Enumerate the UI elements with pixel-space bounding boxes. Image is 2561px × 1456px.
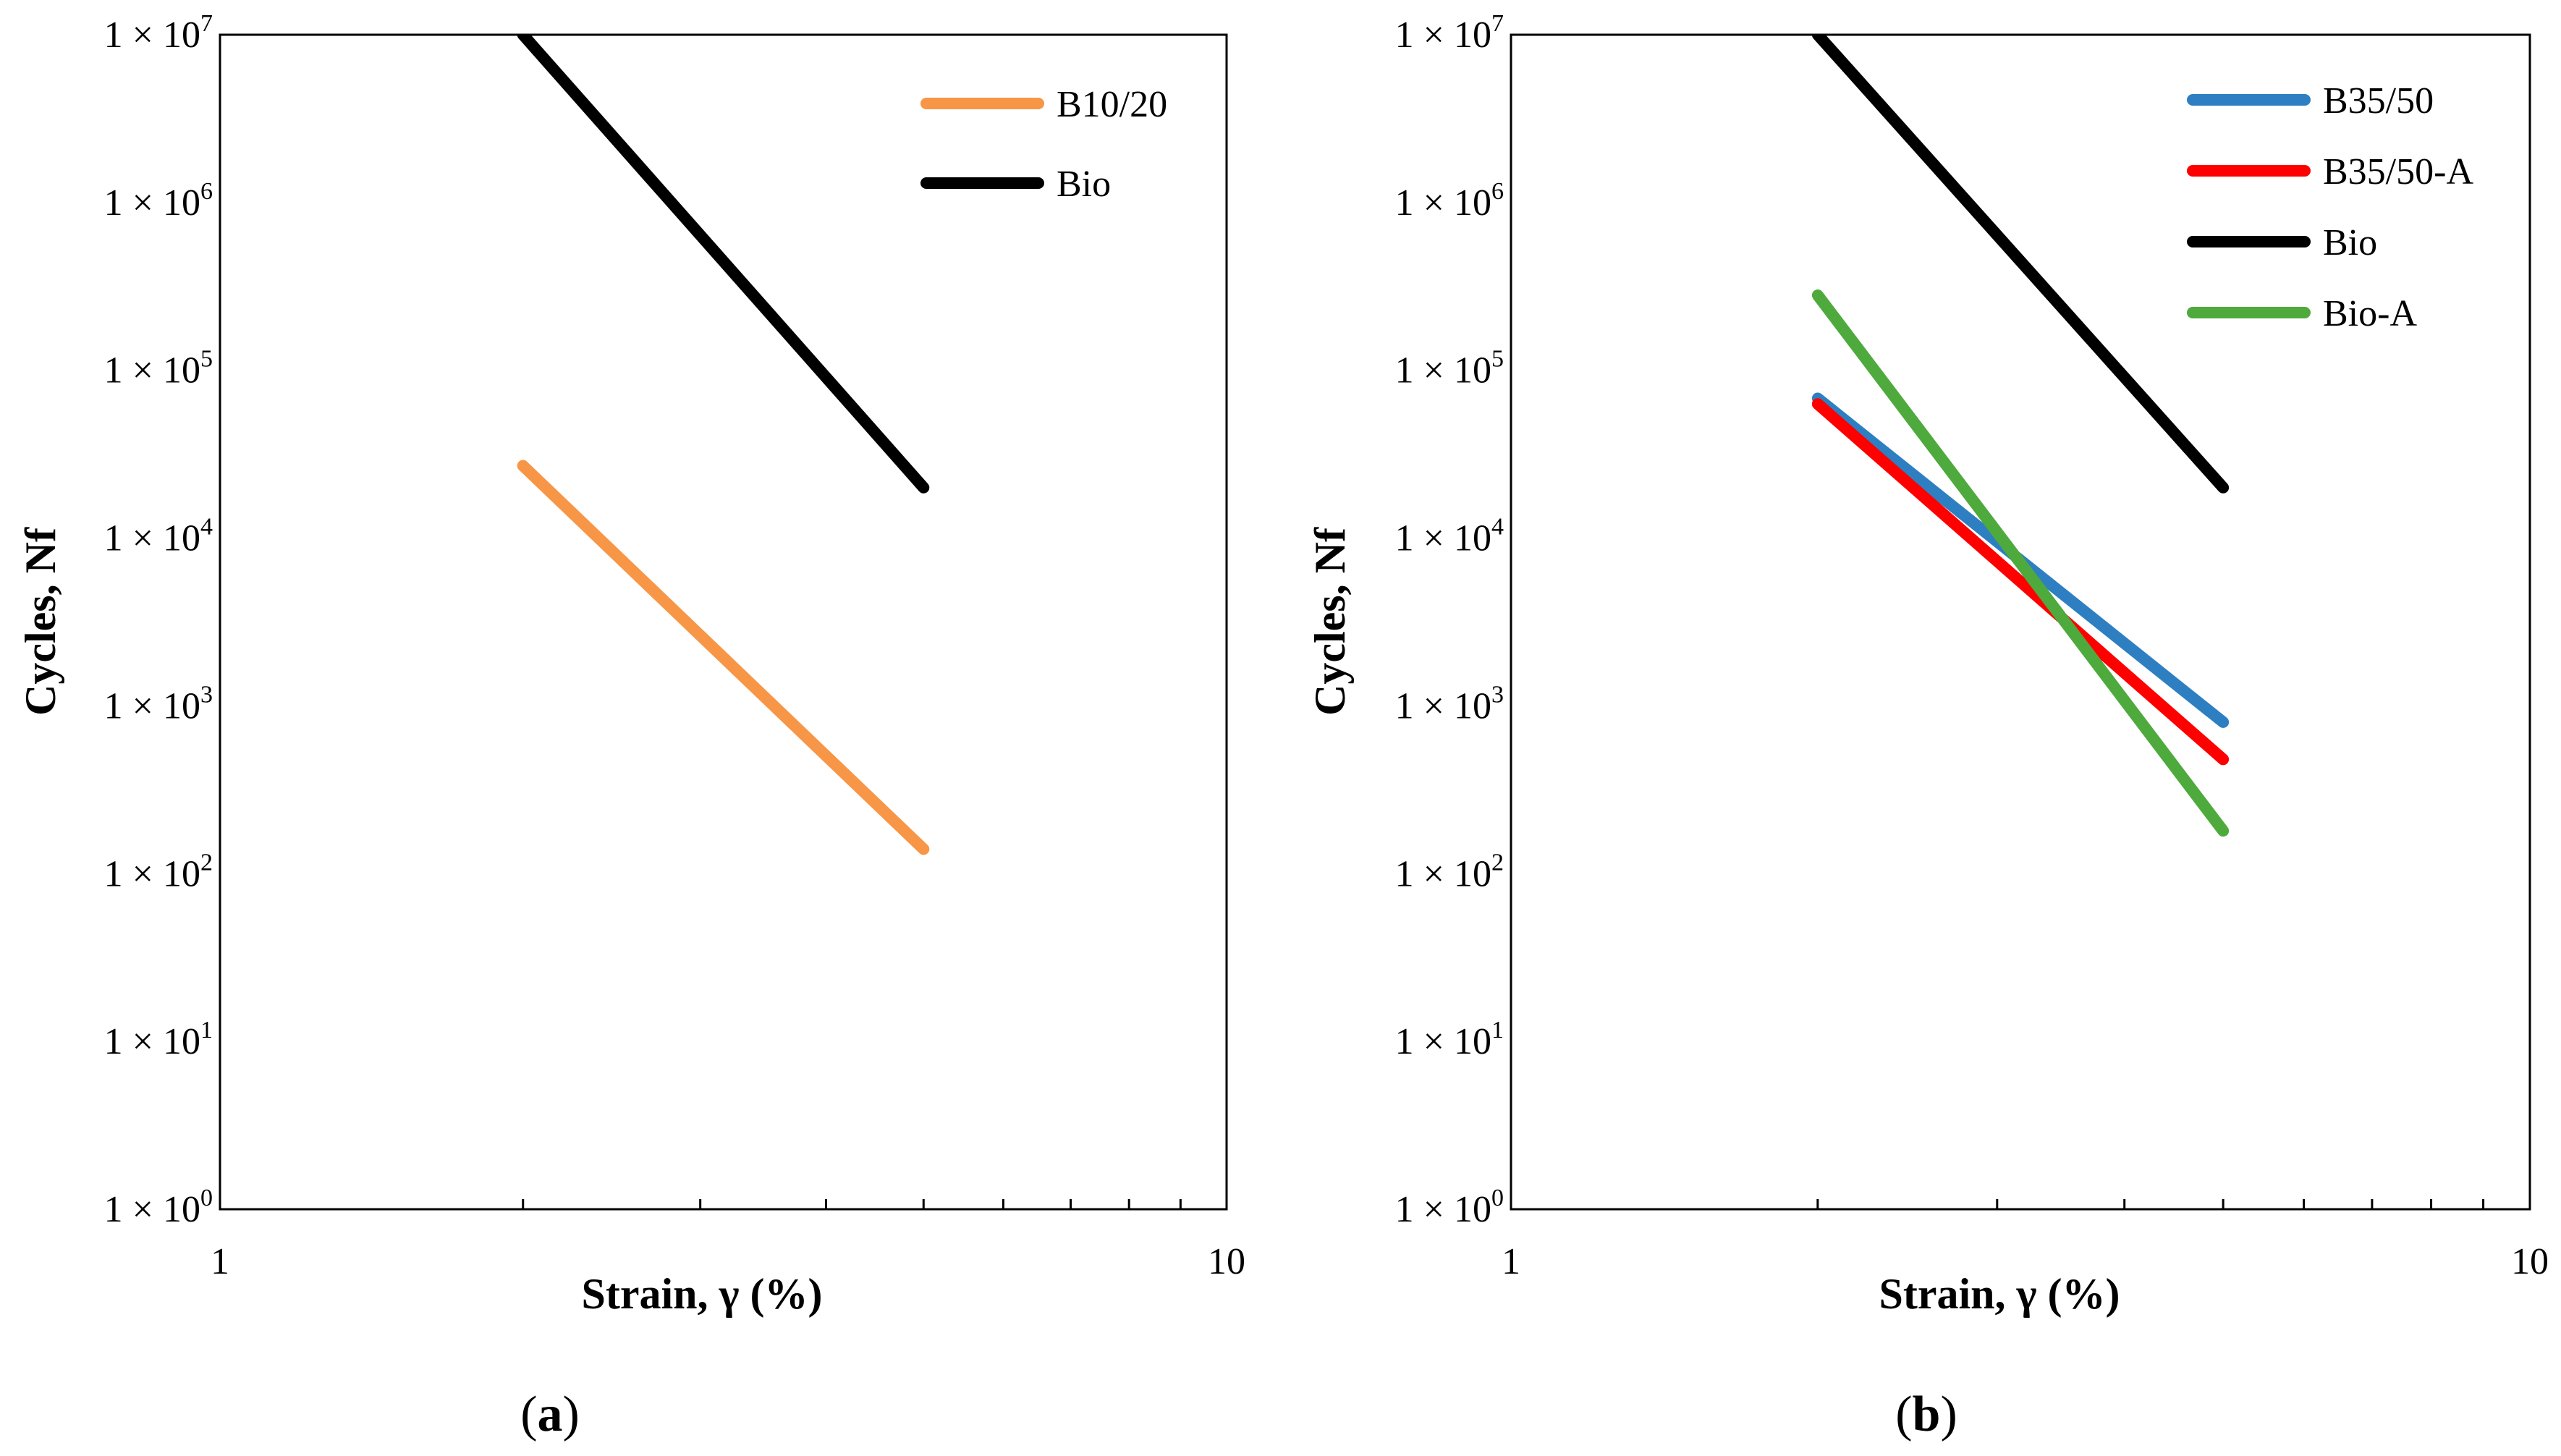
- y-tick-label: 1 × 105: [104, 346, 213, 391]
- x-axis-title: Strain, γ (%): [581, 1270, 822, 1318]
- series-line-b10-20: [517, 460, 930, 855]
- plot-area-frame: [219, 33, 1228, 1211]
- panel-label-b: (b): [1895, 1387, 1957, 1442]
- y-tick-label: 1 × 101: [1395, 1017, 1504, 1062]
- chart-panel-a: 1 × 100 1 × 101 1 × 102 1 × 103 1 × 104 1 × 1…: [17, 10, 1245, 1442]
- y-tick-label: 1 × 104: [1395, 514, 1504, 559]
- legend-label-bio-a: Bio-A: [2323, 293, 2417, 334]
- series-line-bio: [517, 35, 930, 494]
- x-tick-label: 10: [1208, 1241, 1245, 1282]
- x-axis-title: Strain, γ (%): [1879, 1270, 2120, 1318]
- series-line-bio-a: [1811, 289, 2230, 837]
- legend-label-b35-50-a: B35/50-A: [2323, 151, 2473, 192]
- chart-panel-b: 1 × 100 1 × 101 1 × 102 1 × 103 1 × 104 1 × 1…: [1306, 10, 2549, 1442]
- y-tick-label: 1 × 102: [1395, 849, 1504, 894]
- legend: B35/50 B35/50-A Bio Bio-A: [2187, 80, 2473, 334]
- y-tick-label: 1 × 107: [104, 10, 213, 56]
- series-lines: [517, 35, 930, 855]
- y-axis-title: Cycles, Nf: [17, 527, 64, 716]
- y-tick-label: 1 × 105: [1395, 346, 1504, 391]
- legend-label-b35-50: B35/50: [2323, 80, 2434, 122]
- y-axis-title: Cycles, Nf: [1306, 527, 1354, 716]
- y-tick-label: 1 × 102: [104, 849, 213, 894]
- x-tick-label: 10: [2511, 1241, 2549, 1282]
- y-tick-labels: 1 × 100 1 × 101 1 × 102 1 × 103 1 × 104 1 × 1…: [104, 10, 213, 1230]
- y-tick-label: 1 × 107: [1395, 10, 1504, 56]
- legend-label-b10-20: B10/20: [1057, 84, 1167, 125]
- legend-label-bio: Bio: [2323, 222, 2377, 263]
- x-tick-label: 1: [211, 1241, 229, 1282]
- x-tick-labels: 1 10: [211, 1241, 1245, 1282]
- x-tick-labels: 1 10: [1502, 1241, 2549, 1282]
- x-tick-label: 1: [1502, 1241, 1520, 1282]
- legend: B10/20 Bio: [920, 84, 1167, 205]
- y-tick-label: 1 × 103: [1395, 681, 1504, 727]
- plot-area-frame: [1510, 33, 2531, 1211]
- series-line-b35-50-a: [1811, 398, 2230, 766]
- x-minor-ticks: [1816, 1199, 2485, 1209]
- y-tick-label: 1 × 100: [104, 1185, 213, 1230]
- y-tick-labels: 1 × 100 1 × 101 1 × 102 1 × 103 1 × 104 1 × 1…: [1395, 10, 1504, 1230]
- y-tick-label: 1 × 106: [104, 178, 213, 224]
- y-tick-label: 1 × 100: [1395, 1185, 1504, 1230]
- y-tick-label: 1 × 103: [104, 681, 213, 727]
- legend-label-bio: Bio: [1057, 164, 1111, 205]
- x-minor-ticks: [522, 1199, 1182, 1209]
- panel-label-a: (a): [520, 1387, 580, 1442]
- series-lines: [1811, 35, 2230, 837]
- y-tick-label: 1 × 104: [104, 514, 213, 559]
- y-tick-label: 1 × 101: [104, 1017, 213, 1062]
- y-tick-label: 1 × 106: [1395, 178, 1504, 224]
- series-line-bio: [1811, 35, 2230, 494]
